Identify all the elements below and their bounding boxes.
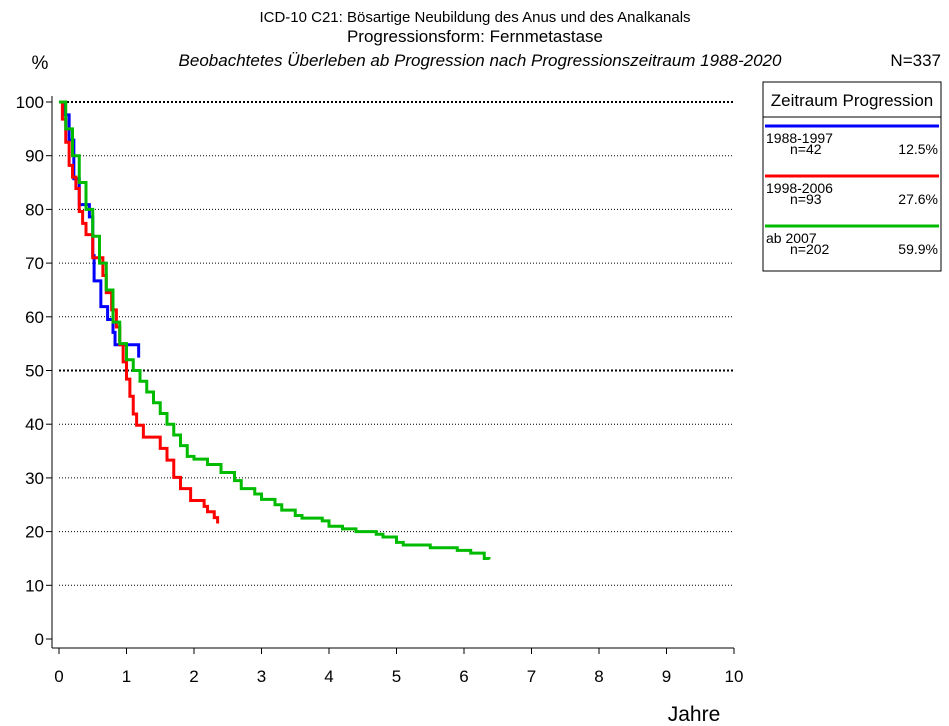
y-tick-label: 20 — [25, 523, 44, 542]
x-tick-label: 1 — [122, 667, 131, 686]
legend-share: 59.9% — [898, 241, 938, 257]
legend-title: Zeitraum Progression — [771, 91, 934, 110]
x-tick-label: 8 — [594, 667, 603, 686]
legend-name: 1998-2006 — [766, 180, 833, 196]
y-tick-label: 80 — [25, 200, 44, 219]
x-tick-label: 0 — [54, 667, 63, 686]
chart-title: ICD-10 C21: Bösartige Neubildung des Anu… — [259, 9, 690, 26]
legend-share: 12.5% — [898, 141, 938, 157]
x-tick-label: 2 — [189, 667, 198, 686]
x-tick-label: 5 — [392, 667, 401, 686]
y-tick-label: 10 — [25, 576, 44, 595]
y-tick-label: 40 — [25, 415, 44, 434]
total-label: N=337 — [890, 51, 941, 70]
x-tick-label: 7 — [527, 667, 536, 686]
legend-box — [762, 81, 942, 272]
legend-share: 27.6% — [898, 191, 938, 207]
survival-curve — [59, 100, 491, 560]
x-tick-label: 9 — [662, 667, 671, 686]
survival-curve — [59, 100, 141, 358]
legend-n: n=93 — [790, 191, 822, 207]
y-tick-label: 100 — [16, 93, 44, 112]
chart-subtitle: Progressionsform: Fernmetastase — [347, 27, 603, 46]
y-tick-label: 90 — [25, 147, 44, 166]
legend-n: n=42 — [790, 141, 822, 157]
x-tick-label: 10 — [725, 667, 744, 686]
x-axis-label: Jahre — [668, 703, 721, 726]
legend-name: 1988-1997 — [766, 130, 833, 146]
x-tick-label: 3 — [257, 667, 266, 686]
x-tick-label: 6 — [459, 667, 468, 686]
chart-description: Beobachtetes Überleben ab Progression na… — [179, 51, 782, 70]
y-tick-label: 0 — [35, 630, 44, 649]
y-tick-label: 70 — [25, 254, 44, 273]
y-tick-label: 30 — [25, 469, 44, 488]
y-tick-label: 60 — [25, 308, 44, 327]
legend-n: n=202 — [790, 241, 830, 257]
x-tick-label: 4 — [324, 667, 333, 686]
y-axis-label: % — [32, 53, 49, 74]
y-tick-label: 50 — [25, 362, 44, 381]
legend-name: ab 2007 — [766, 230, 817, 246]
